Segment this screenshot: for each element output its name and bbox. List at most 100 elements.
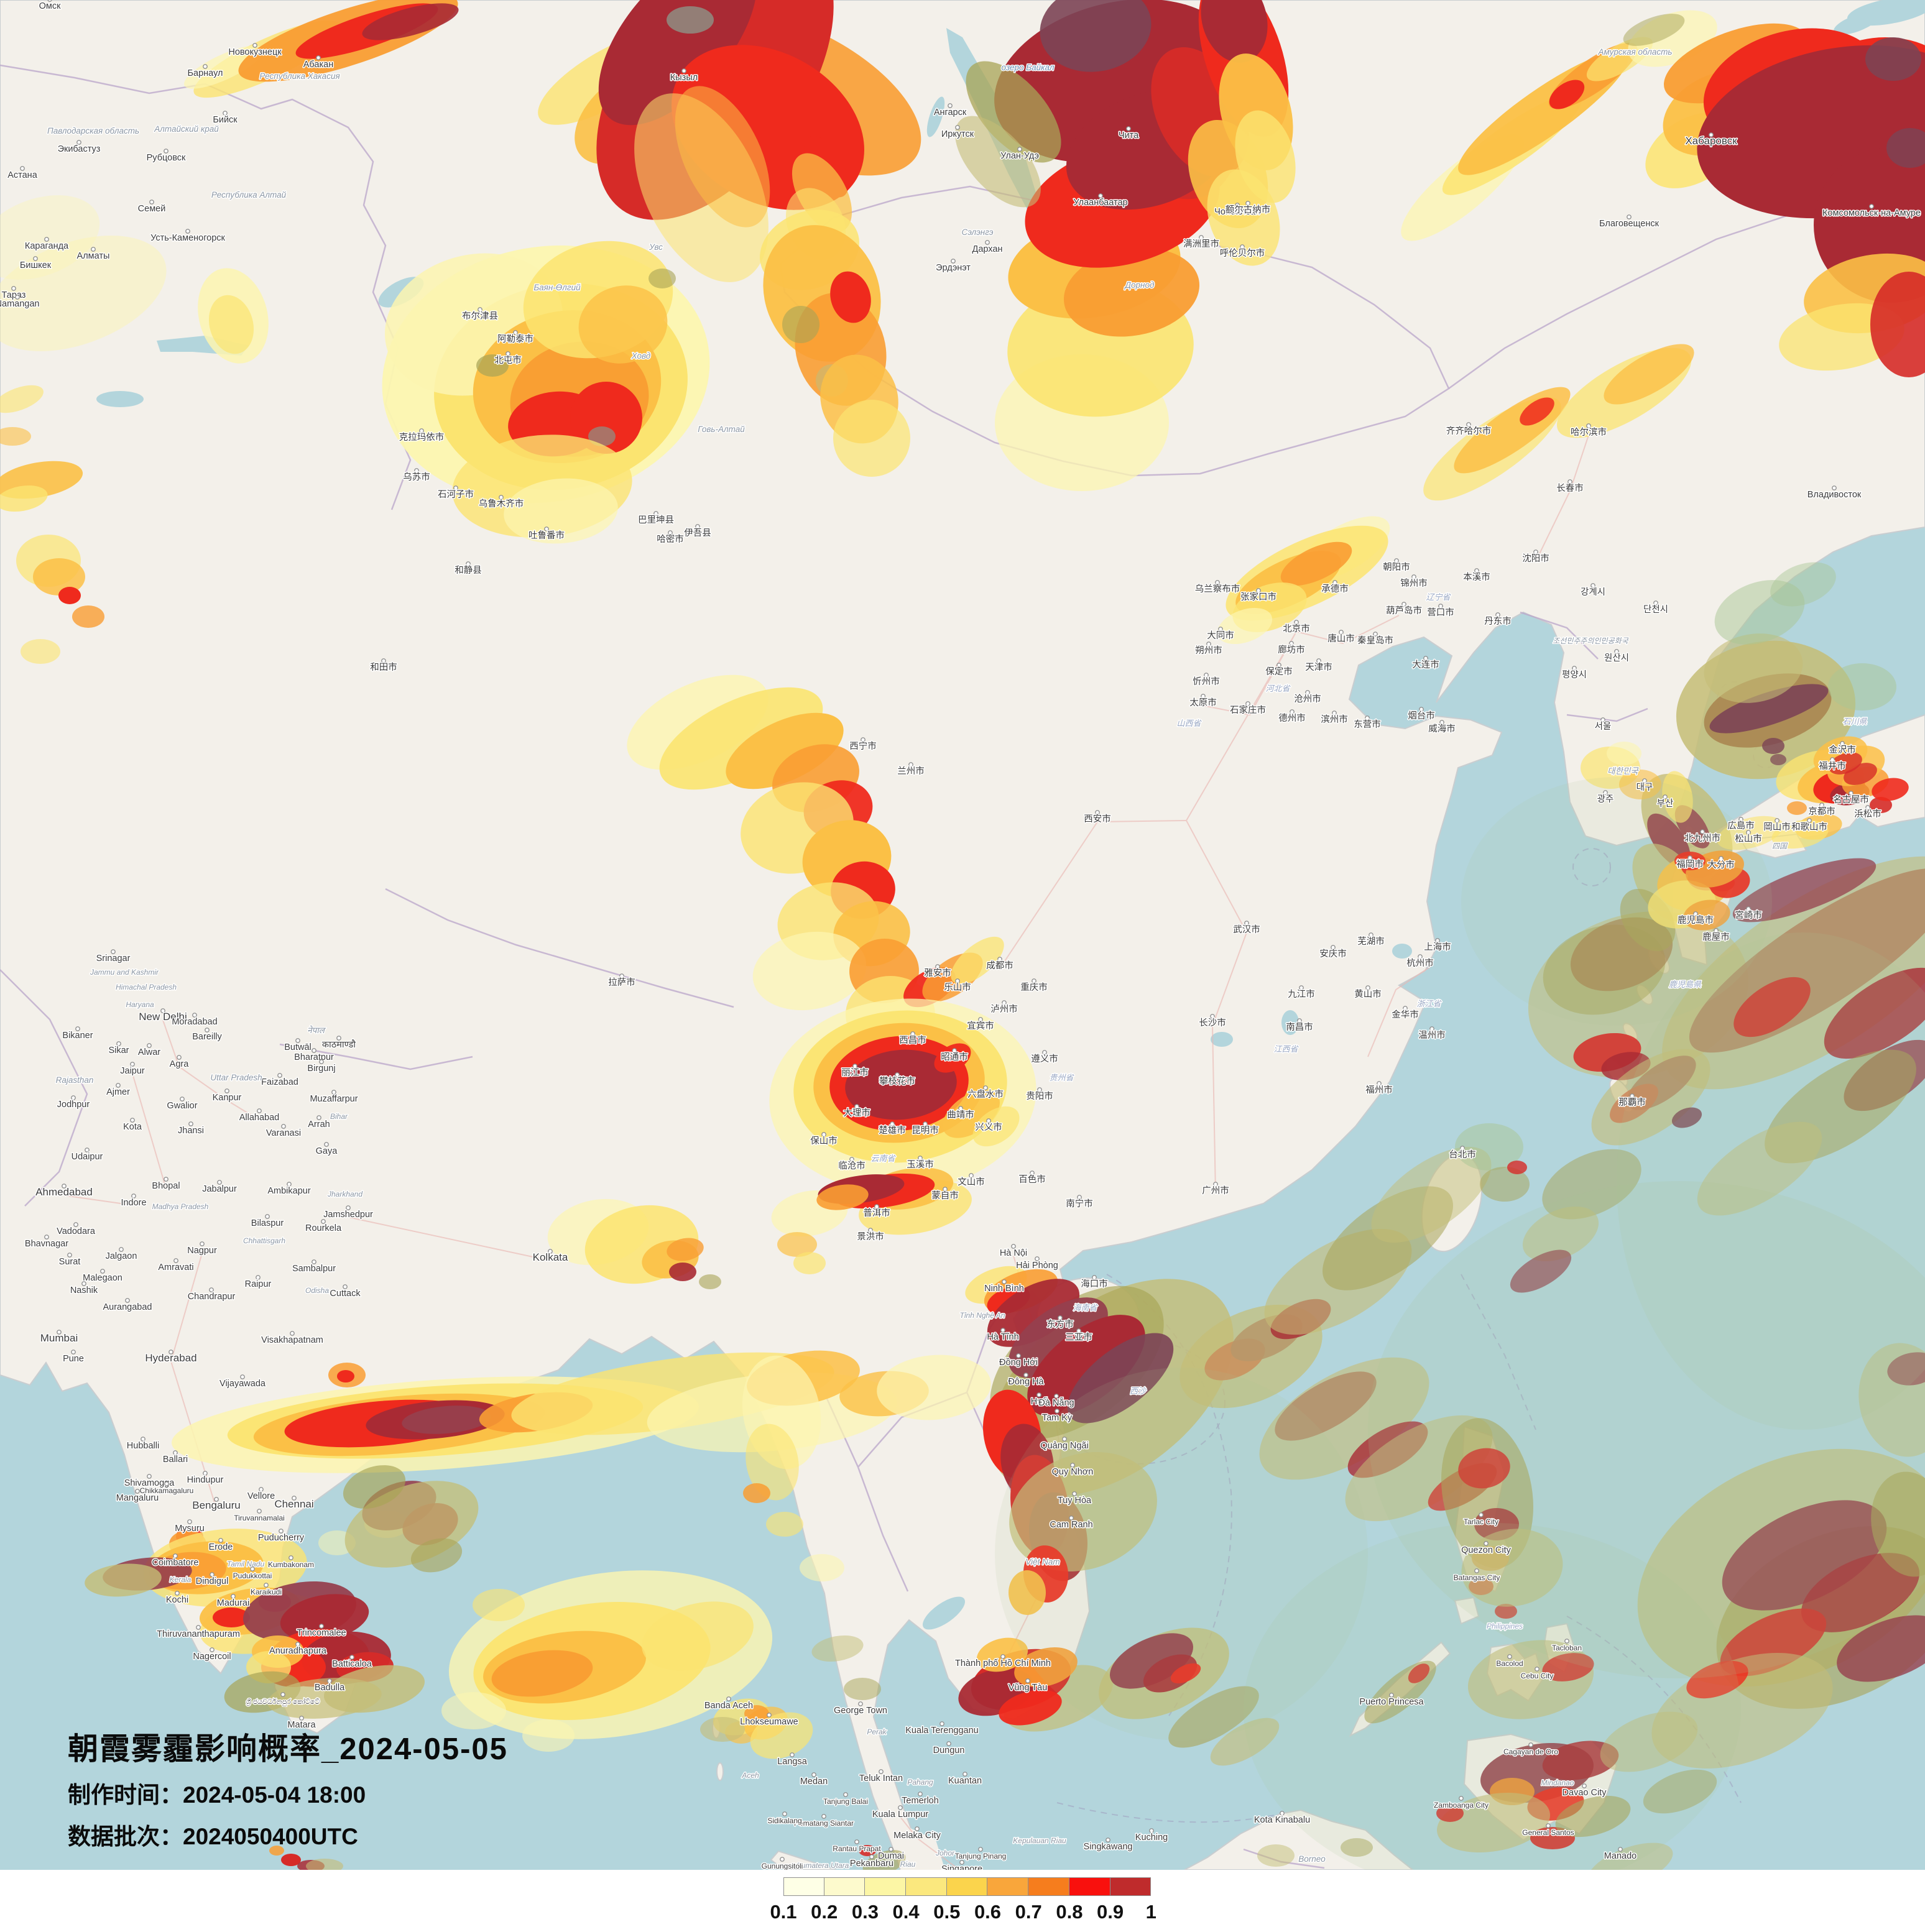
heat-blob bbox=[476, 354, 509, 377]
map-label: Malegaon bbox=[83, 1273, 122, 1283]
city-marker-dot bbox=[1256, 588, 1261, 593]
city-marker-dot bbox=[44, 237, 49, 242]
city-marker-dot bbox=[168, 1350, 173, 1355]
city-marker-dot bbox=[1373, 632, 1378, 637]
data-batch-label: 数据批次： bbox=[68, 1824, 183, 1849]
city-marker-dot bbox=[983, 1085, 988, 1090]
map-label: नेपाल bbox=[307, 1025, 326, 1035]
map-label: 本溪市 bbox=[1463, 572, 1490, 582]
heat-blob bbox=[1591, 1049, 1710, 1146]
city-marker-dot bbox=[1036, 1392, 1041, 1397]
city-marker-dot bbox=[1865, 805, 1870, 810]
city-marker-dot bbox=[985, 240, 990, 245]
map-label: New Delhi bbox=[139, 1011, 187, 1023]
map-label: Hà Nội bbox=[1000, 1248, 1027, 1258]
map-label: Ballari bbox=[163, 1455, 188, 1465]
map-label: 大理市 bbox=[843, 1108, 870, 1118]
city-marker-dot bbox=[316, 1115, 321, 1120]
legend-cell bbox=[783, 1877, 824, 1896]
heat-blob bbox=[1643, 1769, 1717, 1814]
map-label: Алтайский край bbox=[154, 124, 219, 134]
map-label: 鹿屋市 bbox=[1702, 932, 1730, 942]
map-label: Kuala Lumpur bbox=[872, 1810, 928, 1819]
map-label: Udaipur bbox=[72, 1152, 103, 1162]
map-label: Чита bbox=[1119, 131, 1139, 140]
map-label: Puerto Princesa bbox=[1359, 1697, 1424, 1707]
city-marker-dot bbox=[67, 1253, 72, 1258]
heat-blob bbox=[1870, 272, 1925, 377]
city-marker-dot bbox=[1714, 928, 1719, 933]
city-marker-dot bbox=[1479, 1512, 1484, 1517]
map-label: 沈阳市 bbox=[1522, 553, 1549, 564]
map-label: 贵阳市 bbox=[1026, 1091, 1053, 1102]
map-label: 巴里坤县 bbox=[638, 515, 674, 525]
city-marker-dot bbox=[1438, 604, 1443, 609]
map-label: 唐山市 bbox=[1327, 633, 1355, 644]
city-marker-dot bbox=[879, 1769, 884, 1774]
map-label: Jalgaon bbox=[106, 1251, 137, 1261]
city-marker-dot bbox=[1423, 656, 1428, 661]
map-label: Langsa bbox=[777, 1757, 808, 1767]
map-label: 서울 bbox=[1595, 721, 1612, 732]
map-label: Bareilly bbox=[192, 1032, 222, 1042]
lake-issyk-kul bbox=[96, 391, 144, 407]
map-label: Borneo bbox=[1298, 1854, 1326, 1864]
city-marker-dot bbox=[1280, 1811, 1285, 1816]
city-marker-dot bbox=[1199, 235, 1204, 240]
heat-blob bbox=[811, 1635, 864, 1662]
heat-blob bbox=[649, 269, 676, 288]
map-label: Johor bbox=[935, 1849, 955, 1857]
city-marker-dot bbox=[1394, 558, 1399, 563]
map-label: 兰州市 bbox=[897, 766, 925, 776]
map-label: Jodhpur bbox=[57, 1100, 90, 1110]
border-korea-dmz bbox=[1566, 707, 1648, 722]
heat-blob bbox=[793, 1252, 826, 1274]
malay-peninsula-foot bbox=[900, 1828, 945, 1870]
heat-blob bbox=[966, 61, 1061, 163]
city-marker-dot bbox=[1215, 580, 1220, 585]
city-marker-dot bbox=[1642, 778, 1647, 783]
heat-blob bbox=[844, 1678, 881, 1700]
map-label: 太原市 bbox=[1189, 697, 1217, 708]
map-label: 丽江市 bbox=[841, 1067, 869, 1078]
city-marker-dot bbox=[1775, 818, 1780, 823]
map-label: Chikkamagaluru bbox=[140, 1486, 194, 1495]
heat-blob bbox=[1027, 1315, 1145, 1417]
city-marker-dot bbox=[852, 1064, 857, 1069]
map-label: 三亚市 bbox=[1065, 1332, 1092, 1343]
city-marker-dot bbox=[130, 1118, 135, 1123]
heat-blob bbox=[1461, 1529, 1563, 1607]
city-marker-dot bbox=[1058, 1315, 1063, 1320]
map-label: Cam Ranh bbox=[1050, 1520, 1092, 1530]
map-label: 和歌山市 bbox=[1791, 822, 1827, 832]
city-marker-dot bbox=[1000, 1654, 1005, 1659]
city-marker-dot bbox=[1582, 1783, 1587, 1788]
heat-blob bbox=[1371, 1146, 1492, 1243]
map-label: 海南省 bbox=[1073, 1303, 1098, 1312]
city-marker-dot bbox=[1294, 620, 1299, 625]
heat-blob bbox=[441, 1692, 506, 1729]
heat-blob bbox=[1555, 1795, 1631, 1838]
map-label: Karaikudi bbox=[251, 1588, 282, 1596]
city-marker-dot bbox=[81, 1281, 86, 1286]
map-label: Семей bbox=[138, 204, 166, 214]
city-marker-dot bbox=[1746, 906, 1751, 911]
city-marker-dot bbox=[1429, 1026, 1434, 1031]
heat-blob bbox=[1009, 1570, 1046, 1615]
heat-blob bbox=[752, 931, 867, 1011]
city-marker-dot bbox=[1077, 1195, 1082, 1200]
city-marker-dot bbox=[1332, 711, 1337, 715]
heat-blob bbox=[777, 1232, 817, 1257]
city-marker-dot bbox=[192, 1013, 197, 1018]
heat-blob bbox=[833, 400, 910, 477]
city-marker-dot bbox=[188, 1121, 193, 1126]
map-label: Иркутск bbox=[941, 129, 974, 139]
city-marker-dot bbox=[71, 1350, 76, 1355]
map-label: Республика Хакасия bbox=[259, 71, 339, 81]
map-label: 呼伦贝尔市 bbox=[1220, 248, 1265, 259]
heat-blob bbox=[1686, 1660, 1748, 1699]
city-marker-dot bbox=[414, 468, 419, 473]
map-label: 兴义市 bbox=[975, 1122, 1002, 1133]
heat-blob bbox=[1217, 607, 1273, 645]
map-label: Kota Kinabalu bbox=[1254, 1815, 1310, 1825]
